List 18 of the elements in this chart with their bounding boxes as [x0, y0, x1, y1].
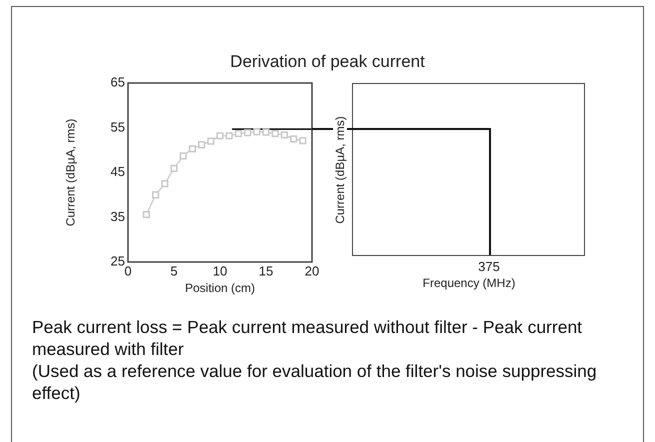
- y-tick-label: 35: [110, 208, 125, 224]
- x-tick-label: 10: [212, 263, 228, 278]
- text: Frequency (MHz): [422, 276, 516, 290]
- y-tick-label: 55: [110, 119, 125, 134]
- x-axis-title: Position (cm): [184, 281, 256, 296]
- y-tick-label: 65: [110, 74, 125, 90]
- x-tick-label: 20: [304, 263, 320, 278]
- x-tick-label: 0: [124, 263, 132, 278]
- y-tick-label: 45: [110, 164, 125, 180]
- y-tick-label: 25: [110, 254, 125, 269]
- text: 375: [478, 259, 500, 274]
- y-axis-title: Current (dBµA, rms): [64, 118, 78, 226]
- x-tick-label: 15: [258, 263, 274, 278]
- text: Peak current loss = Peak current measured without filter - Peak current measured with filter: [32, 316, 584, 360]
- text: (Used as a reference value for evaluation of the filter's noise suppressing effect): [32, 360, 598, 404]
- x-tick-label: 5: [170, 263, 178, 278]
- text: Current (dBµA, rms): [333, 116, 347, 224]
- chart-title: Derivation of peak current: [229, 52, 426, 72]
